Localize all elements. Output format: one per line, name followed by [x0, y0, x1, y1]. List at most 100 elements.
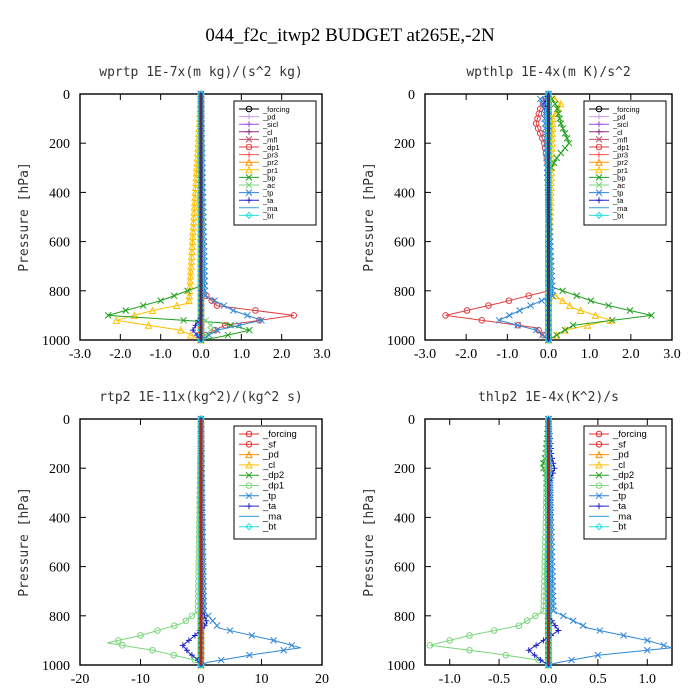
legend-label: _pr3	[262, 151, 278, 160]
legend-marker	[596, 151, 602, 158]
series-marker	[246, 651, 253, 659]
series-marker	[502, 651, 509, 659]
series-marker	[551, 465, 558, 472]
series-marker	[193, 332, 200, 339]
legend-label: _pr1	[612, 166, 628, 175]
legend-label: _cl	[612, 128, 623, 137]
legend-label: _bp	[612, 173, 626, 182]
series-marker	[170, 651, 178, 659]
legend-marker	[245, 165, 253, 174]
series-marker	[235, 321, 243, 329]
series-marker	[220, 302, 228, 309]
legend-label: _pd	[612, 113, 626, 122]
series-marker	[211, 297, 218, 304]
x-tick-label: 1.0	[233, 347, 251, 362]
legend-marker	[595, 430, 603, 438]
series-ta	[525, 416, 562, 668]
series-dp1	[426, 415, 552, 669]
series-marker	[548, 563, 556, 570]
y-tick-label: 800	[394, 610, 415, 625]
series-marker	[478, 317, 486, 324]
series-marker	[550, 159, 558, 167]
series-marker	[514, 321, 522, 329]
legend-label: _pr2	[262, 158, 278, 167]
legend-marker	[595, 460, 603, 469]
series-marker	[549, 578, 557, 585]
legend-marker	[595, 522, 603, 531]
legend-marker	[595, 189, 603, 196]
legend-marker	[245, 450, 253, 459]
series-marker	[191, 632, 198, 639]
series-marker	[515, 622, 523, 629]
legend-marker	[595, 174, 603, 181]
legend-marker	[246, 113, 252, 120]
series-marker	[188, 612, 196, 620]
legend: _forcing_sf_pd_cl_dp2_dp1_tp_ta_ma_bt	[233, 425, 317, 540]
series-marker	[182, 617, 190, 625]
series-marker	[532, 326, 540, 334]
series-marker	[559, 287, 566, 295]
series-marker	[244, 312, 251, 319]
series-marker	[197, 661, 205, 669]
series-marker	[442, 312, 449, 319]
series-marker	[226, 627, 234, 634]
x-tick-label: -1.0	[439, 672, 461, 687]
legend-label: _sf	[612, 439, 626, 450]
y-tick-label: 1000	[387, 334, 415, 349]
legend: _forcing_sf_pd_cl_dp2_dp1_tp_ta_ma_bt	[583, 425, 667, 540]
y-tick-label: 600	[49, 236, 70, 251]
legend-label: _sicl	[262, 120, 278, 129]
series-marker	[213, 622, 221, 629]
legend-marker	[245, 174, 253, 181]
series-marker	[643, 646, 651, 654]
series-marker	[112, 316, 121, 324]
x-tick-label: 10	[255, 672, 269, 687]
series-marker	[568, 656, 575, 664]
series-marker	[180, 316, 187, 324]
legend-marker	[595, 450, 603, 459]
series-marker	[583, 321, 592, 329]
legend-marker	[245, 211, 253, 220]
legend-label: _cl	[612, 460, 625, 471]
legend-label: _ma	[612, 511, 632, 522]
legend-label: _dp1	[262, 481, 284, 492]
series-marker	[643, 637, 651, 644]
legend-label: _bt	[262, 211, 274, 220]
legend-label: _pd	[262, 113, 276, 122]
x-tick-label: 2.0	[622, 347, 640, 362]
series-marker	[544, 336, 553, 344]
series-marker	[553, 331, 561, 339]
series-marker	[532, 612, 539, 620]
series-marker	[514, 321, 521, 329]
series-marker	[552, 330, 561, 339]
legend-marker	[245, 460, 253, 469]
x-tick-label: 1.0	[639, 672, 657, 687]
legend-marker	[246, 128, 252, 135]
legend-label: _pr3	[612, 151, 628, 160]
legend-marker	[595, 441, 603, 448]
y-tick-label: 400	[394, 511, 415, 526]
legend-marker	[245, 482, 253, 489]
series-marker	[139, 302, 147, 309]
series-marker	[553, 105, 561, 113]
legend-label: _tp	[612, 491, 626, 502]
legend-marker	[595, 482, 603, 489]
series-marker	[463, 307, 471, 314]
series-marker	[553, 154, 561, 162]
chart-title: wpthlp 1E-4x(m K)/s^2	[466, 65, 630, 80]
series-marker	[587, 297, 595, 304]
y-tick-label: 400	[394, 186, 415, 201]
legend-marker	[595, 136, 603, 143]
series-marker	[201, 292, 209, 300]
series-ta	[542, 91, 552, 343]
legend-label: _pr1	[262, 166, 278, 175]
x-tick-label: 0.0	[540, 347, 558, 362]
series-marker	[549, 568, 556, 575]
series-dp1	[107, 415, 205, 669]
legend-box	[583, 100, 667, 226]
x-tick-label: -3.0	[69, 347, 91, 362]
series-marker	[187, 330, 195, 339]
legend-marker	[245, 522, 253, 531]
series-marker	[549, 582, 557, 590]
chart-panel-3: rtp2 1E-11x(kg^2)/(kg^2 s) Pressure [hPa]…	[17, 390, 329, 687]
